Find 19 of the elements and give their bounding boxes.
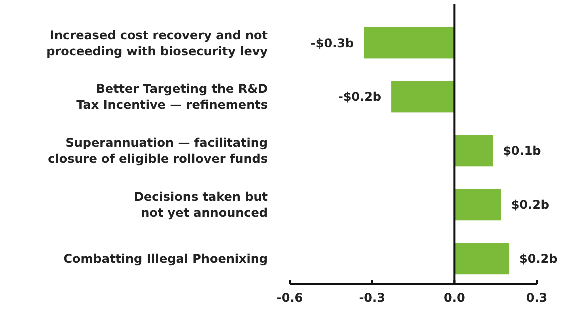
data-label: $0.2b	[520, 252, 558, 266]
y-tick-label: Combatting Illegal Phoenixing	[64, 252, 268, 266]
x-tick-label: -0.6	[276, 291, 304, 305]
bar	[454, 189, 502, 221]
data-label: $0.2b	[511, 198, 550, 212]
bar	[364, 27, 455, 59]
y-tick-label: Decisions taken but not yet announced	[134, 190, 268, 220]
text: 0.0	[444, 291, 466, 305]
data-label: $0.1b	[503, 144, 542, 158]
data-label: -$0.2b	[338, 90, 382, 104]
bar	[454, 243, 510, 275]
bar	[454, 135, 494, 167]
bar	[392, 81, 455, 113]
x-tick-label: -0.3	[359, 291, 386, 305]
data-label: -$0.3b	[310, 36, 354, 50]
y-tick-label: Superannuation — facilitating closure of eligible rollover funds	[48, 136, 268, 166]
y-tick-label: Increased cost recovery and not proceeding with biosecurity levy	[46, 28, 268, 58]
y-tick-label: Better Targeting the R&D Tax Incentive — refinements	[76, 82, 268, 112]
x-tick-label: 0.3	[526, 291, 548, 305]
